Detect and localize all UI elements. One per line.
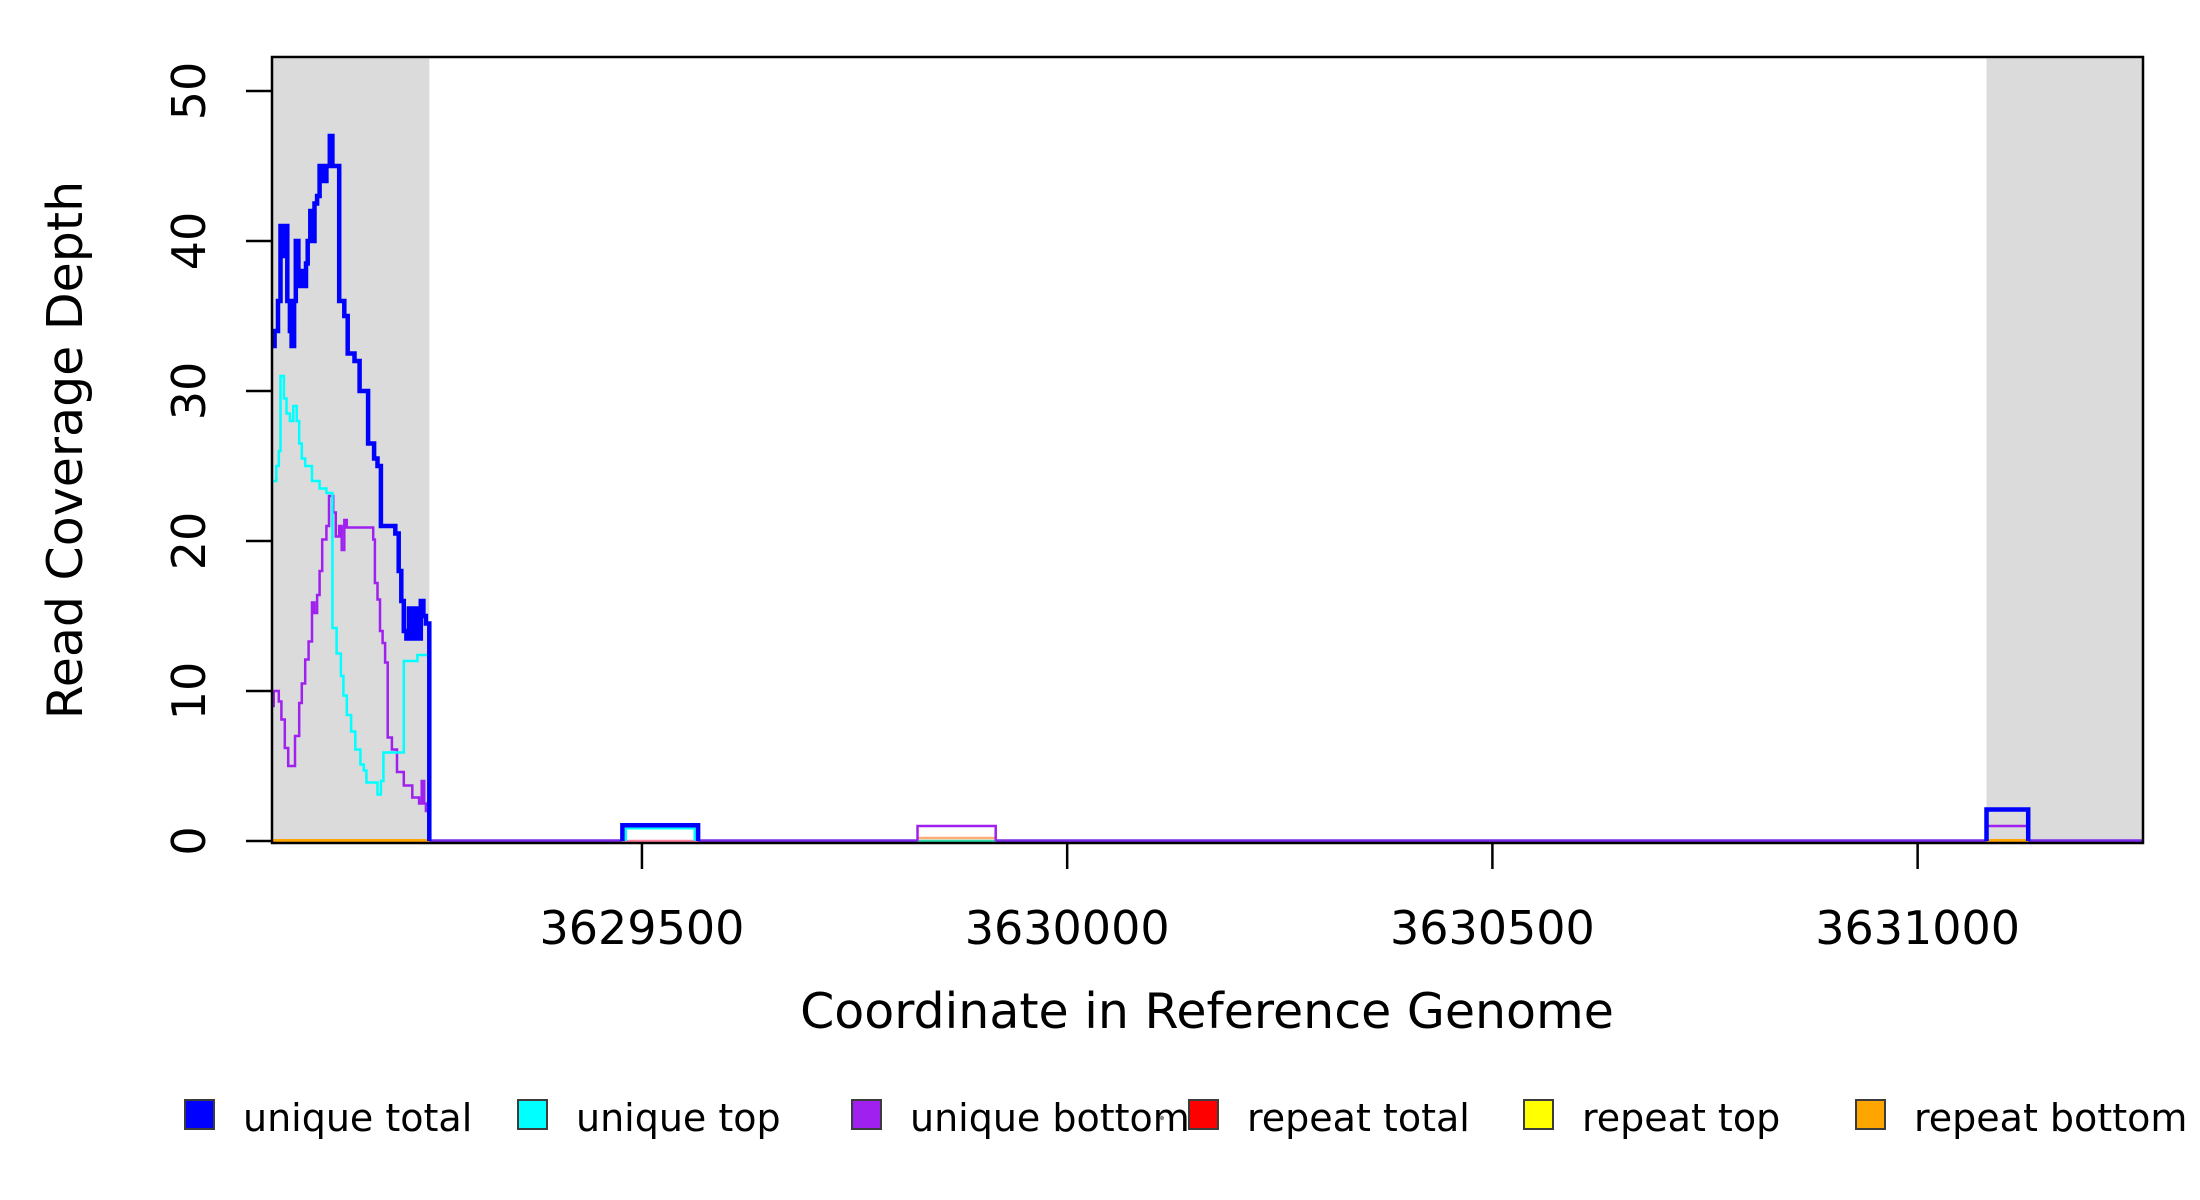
legend-label: unique bottom xyxy=(910,1096,1190,1140)
series-unique-total-bump-3631081 xyxy=(1984,807,2031,841)
artifact-dot xyxy=(1159,1115,1165,1121)
y-tick-label: 30 xyxy=(162,362,216,421)
series-unique-bottom-peak xyxy=(272,494,430,841)
series-unique-top-bump-3629477-inner xyxy=(624,827,696,841)
coverage-curves xyxy=(272,133,2031,841)
series-unique-total-peak xyxy=(272,133,432,841)
plot-border xyxy=(270,55,2145,845)
y-tick-label: 40 xyxy=(162,212,216,271)
series-unique-top-peak xyxy=(272,374,431,841)
y-tick-label: 20 xyxy=(162,512,216,571)
series-unique-total-bump-3629477 xyxy=(620,823,701,841)
x-tick-label: 3631000 xyxy=(1815,901,2020,955)
legend-item-repeat-top: repeat top xyxy=(1523,1096,1780,1140)
y-tick-label: 10 xyxy=(162,662,216,721)
y-axis: 0 10 20 30 40 50 xyxy=(162,62,272,856)
legend-item-unique-top: unique top xyxy=(517,1096,781,1140)
legend-item-unique-bottom: unique bottom xyxy=(851,1096,1190,1140)
y-tick-label: 50 xyxy=(162,62,216,121)
repeat-region-bands xyxy=(272,58,2143,842)
legend-label: unique top xyxy=(576,1096,781,1140)
legend-swatch-unique-top xyxy=(517,1099,548,1130)
legend-item-unique-total: unique total xyxy=(184,1096,472,1140)
y-axis-title: Read Coverage Depth xyxy=(37,181,94,719)
series-unique-bottom-bump-3629824 xyxy=(916,824,997,841)
legend-label: repeat total xyxy=(1247,1096,1470,1140)
x-tick-label: 3629500 xyxy=(540,901,745,955)
legend-swatch-unique-total xyxy=(184,1099,215,1130)
legend: unique total unique top unique bottom repea… xyxy=(184,1096,2187,1140)
x-axis-title: Coordinate in Reference Genome xyxy=(800,983,1614,1040)
repeat-region-right xyxy=(1986,58,2143,842)
baseline-segments xyxy=(272,836,2143,843)
x-tick-label: 3630000 xyxy=(965,901,1170,955)
legend-swatch-repeat-bottom xyxy=(1855,1099,1886,1130)
y-tick-label: 0 xyxy=(162,826,216,855)
x-axis: 3629500 3630000 3630500 3631000 xyxy=(540,843,2020,955)
legend-label: unique total xyxy=(243,1096,472,1140)
legend-item-repeat-total: repeat total xyxy=(1188,1096,1470,1140)
legend-label: repeat bottom xyxy=(1914,1096,2187,1140)
legend-swatch-unique-bottom xyxy=(851,1099,882,1130)
legend-item-repeat-bottom: repeat bottom xyxy=(1855,1096,2187,1140)
legend-label: repeat top xyxy=(1582,1096,1780,1140)
x-tick-label: 3630500 xyxy=(1390,901,1595,955)
legend-swatch-repeat-total xyxy=(1188,1099,1219,1130)
legend-swatch-repeat-top xyxy=(1523,1099,1554,1130)
